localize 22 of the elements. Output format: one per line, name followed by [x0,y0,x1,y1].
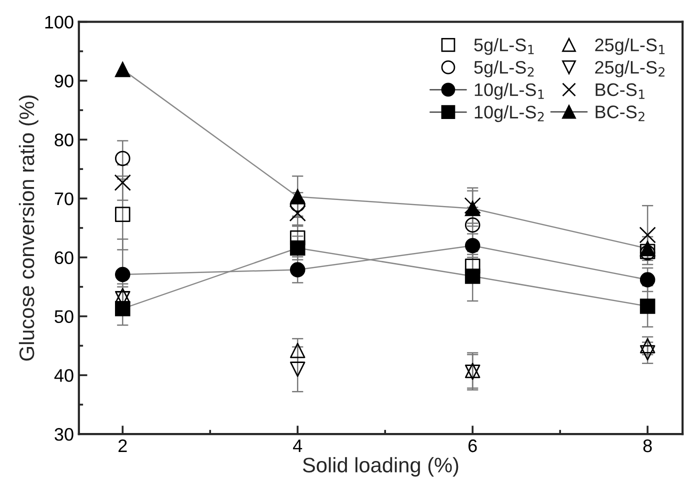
x-tick-label: 6 [468,439,477,452]
x-tick-label: 4 [293,440,302,452]
legend-label: 10g/L-S$_{1}$ [474,82,544,100]
y-tick-label: 60 [54,251,74,264]
legend-label: 5g/L-S$_{1}$ [474,38,534,55]
x-tick-label: 8 [643,439,652,452]
y-tick-label: 70 [54,192,74,206]
x-axis-title: Solid loading (%) [302,457,458,477]
y-tick-label: 90 [54,74,74,88]
legend-label: BC-S$_{1}$ [596,83,644,99]
legend-label: 5g/L-S$_{2}$ [474,60,534,78]
legend-label: 10g/L-S$_{2}$ [474,105,544,122]
y-tick-label: 80 [54,134,74,146]
y-tick-label: 40 [54,369,74,382]
y-tick-label: 50 [54,310,74,324]
y-tick-label: 30 [54,428,74,441]
y-axis-title: Glucose conversion ratio (%) [18,96,38,361]
x-tick-label: 2 [118,439,127,452]
legend-label: BC-S$_{2}$ [596,106,644,122]
legend-label: 25g/L-S$_{2}$ [595,60,664,78]
y-tick-label: 100 [45,16,74,29]
legend-label: 25g/L-S$_{1}$ [595,38,665,55]
